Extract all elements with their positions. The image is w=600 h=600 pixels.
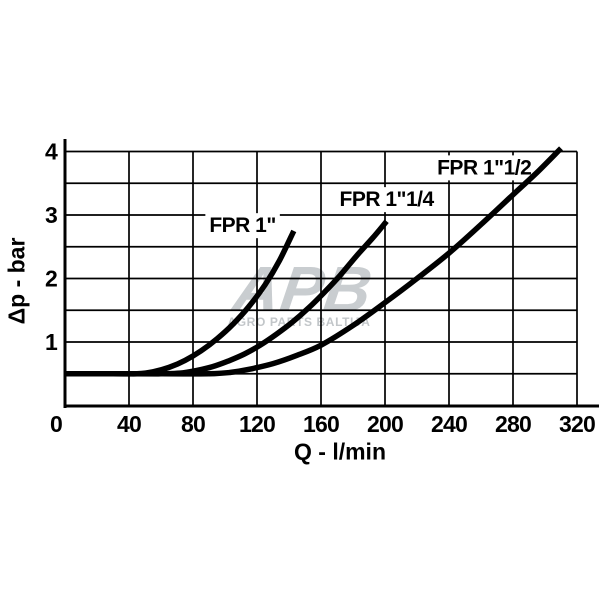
series-label-fpr-1-1-2: FPR 1"1/2: [437, 156, 531, 179]
series-label-fpr-1-1-4: FPR 1"1/4: [340, 188, 435, 211]
curve-fpr-1-1-2: [65, 146, 563, 377]
watermark-subtitle-text: AGRO PARTS BALTIJA: [227, 315, 371, 329]
x-tick-label-80: 80: [181, 411, 205, 437]
tick-labels: 0 40 80 120 160 200 240 280 320 1 2 3 4: [45, 139, 596, 438]
x-tick-label-280: 280: [495, 411, 531, 437]
x-tick-label-160: 160: [303, 411, 339, 437]
x-tick-label-200: 200: [367, 411, 403, 437]
grid: [65, 150, 578, 406]
x-tick-label-320: 320: [559, 411, 595, 437]
x-tick-label-40: 40: [117, 411, 141, 437]
series-label-background: [433, 155, 536, 181]
curve-fpr-1: [65, 229, 297, 377]
x-tick-label-240: 240: [431, 411, 467, 437]
series-label-background: [335, 187, 439, 213]
x-tick-label-120: 120: [239, 411, 275, 437]
x-axis-title: Q - l/min: [294, 438, 386, 465]
curve-fpr-1-1-4: [65, 219, 389, 377]
y-tick-label-4: 4: [45, 139, 58, 165]
series-label-background: [205, 213, 280, 239]
axes: [63, 139, 599, 408]
curves: [65, 146, 563, 377]
y-tick-label-3: 3: [45, 202, 57, 228]
y-tick-label-1: 1: [45, 329, 58, 355]
y-axis-title: Δp - bar: [3, 237, 30, 325]
x-tick-label-0: 0: [50, 411, 62, 437]
y-tick-label-2: 2: [45, 266, 57, 292]
series-label-fpr-1: FPR 1": [209, 214, 275, 237]
